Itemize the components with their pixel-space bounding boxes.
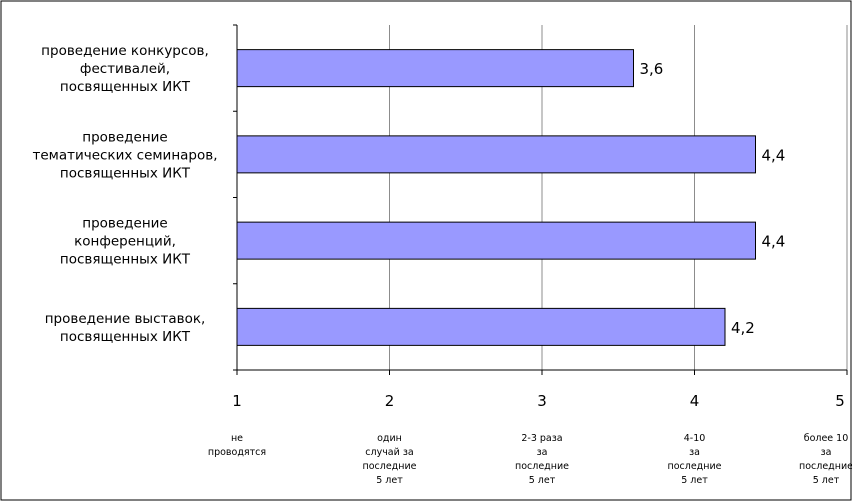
category-label: проведение тематических семинаров, посвяще… — [32, 129, 217, 181]
category-label: проведение конкурсов, фестивалей, посвящен… — [41, 43, 209, 95]
x-tick-label: 3 — [537, 392, 547, 410]
category-label: проведение конференций, посвященных ИКТ — [60, 216, 191, 268]
value-label: 4,4 — [762, 146, 786, 164]
x-axis-ticks: 1 2 3 4 5 — [232, 392, 845, 410]
value-labels: 3,6 4,4 4,4 4,2 — [640, 60, 786, 337]
category-labels: проведение конкурсов, фестивалей, посвящен… — [32, 43, 217, 345]
value-label: 4,4 — [762, 233, 786, 251]
value-label: 3,6 — [640, 60, 664, 78]
x-axis-tick-descriptions: не проводятся один случай за последние 5 лет 2… — [208, 433, 852, 486]
bar — [236, 221, 756, 260]
x-tick-description: 4-10 за последние 5 лет — [668, 433, 722, 486]
bars — [236, 49, 756, 346]
x-tick-description: более 10 за последние 5 лет — [799, 433, 852, 486]
x-tick-label: 5 — [835, 392, 845, 410]
x-tick-label: 2 — [385, 392, 395, 410]
x-tick-label: 1 — [232, 392, 242, 410]
value-label: 4,2 — [731, 319, 755, 337]
category-label: проведение выставок, посвященных ИКТ — [45, 311, 206, 345]
bar — [236, 307, 726, 346]
bar — [236, 135, 756, 174]
x-tick-label: 4 — [690, 392, 700, 410]
x-tick-description: 2-3 раза за последние 5 лет — [515, 433, 569, 486]
x-tick-description: не проводятся — [208, 433, 266, 458]
bar — [236, 49, 634, 88]
x-tick-description: один случай за последние 5 лет — [363, 433, 417, 486]
